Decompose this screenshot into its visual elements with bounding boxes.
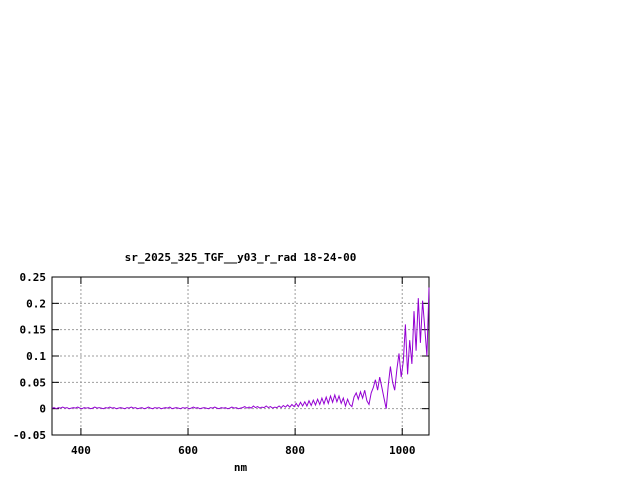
- plot-border: [51, 276, 430, 436]
- y-tick-label: 0.15: [20, 324, 47, 337]
- x-tick-label: 800: [285, 444, 305, 457]
- y-tick-label: 0.1: [26, 350, 46, 363]
- y-tick-label: 0.05: [20, 376, 47, 389]
- data-line: [51, 287, 430, 410]
- x-axis-label: nm: [233, 461, 248, 474]
- x-tick-label: 600: [178, 444, 198, 457]
- y-tick-label: 0.2: [26, 297, 46, 310]
- chart-title: sr_2025_325_TGF__y03_r_rad 18-24-00: [124, 251, 357, 264]
- y-tick-label: 0: [39, 403, 46, 416]
- x-tick-label: 1000: [389, 444, 416, 457]
- y-tick-label: -0.05: [13, 429, 46, 442]
- x-tick-label: 400: [71, 444, 91, 457]
- y-tick-label: 0.25: [20, 271, 47, 284]
